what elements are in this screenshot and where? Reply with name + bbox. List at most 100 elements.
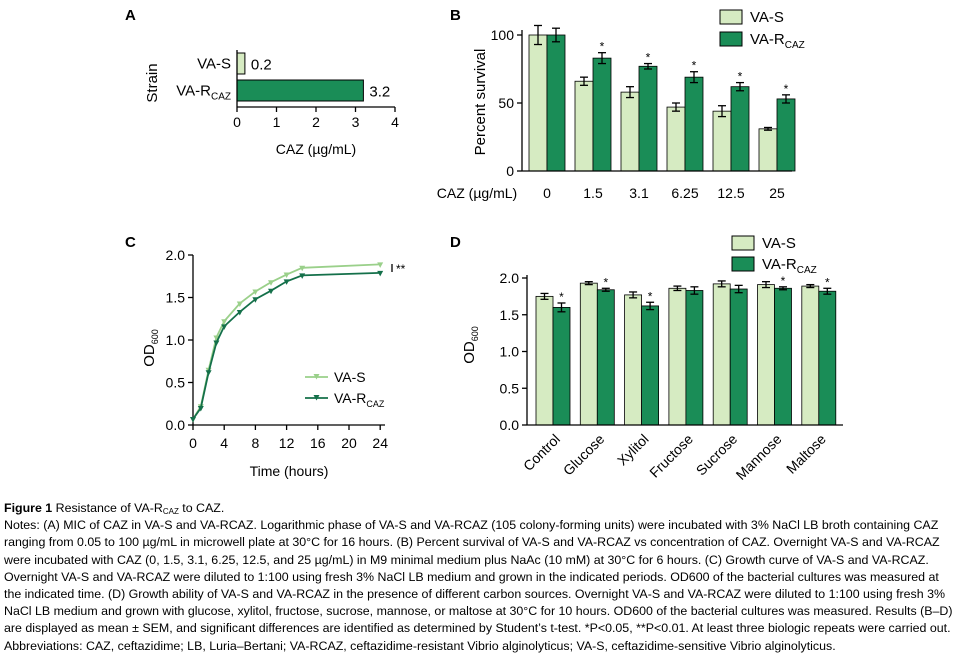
panel-b-category-label-1: 1.5	[583, 185, 603, 201]
panel-a-category-base-1: VA-R	[176, 83, 211, 100]
panel-d-bar-s1-c0	[552, 306, 571, 426]
panel-b-ytick-label-2: 100	[491, 27, 515, 43]
panel-a-value-label-1: 3.2	[369, 84, 390, 101]
panel-b-bar-s1-c3	[684, 76, 704, 172]
panel-c-xtick-label-0: 0	[189, 435, 197, 451]
panel-c-marker-s0-p9	[299, 265, 306, 272]
panel-c-marker-s1-p4	[221, 324, 228, 330]
panel-c-ticks: 0 4 8 12 16 20 24 0.0 0.5 1.0 1.5 2.0	[166, 247, 389, 451]
legend-d-vas-swatch	[731, 235, 755, 251]
panel-c-ytick-label-2: 1.0	[166, 332, 186, 348]
panel-a-category-base-0: VA-S	[197, 56, 231, 73]
panel-c-xlabel: Time (hours)	[250, 463, 329, 479]
panel-b-ylabel: Percent survival	[472, 49, 489, 156]
legend-c-vas-label: VA-S	[334, 369, 366, 385]
panel-b-bar-s0-c3	[666, 106, 686, 172]
panel-c-marker-s1-p3	[213, 340, 220, 347]
panel-c-annotation: **	[391, 262, 406, 276]
panel-c-ytick-label-4: 2.0	[166, 247, 186, 263]
panel-a-category-label-0: VA-S	[197, 56, 231, 73]
panel-a-ylabel: Strain	[144, 63, 161, 102]
panel-a-xtick-label-2: 2	[312, 114, 320, 130]
panel-d-category-label-3: Fructose	[646, 431, 696, 481]
panel-a-ticks: 0 1 2 3 4	[233, 107, 399, 130]
panel-b-category-label-3: 6.25	[671, 185, 698, 201]
panel-c: C OD600 0 4 8 12 16 20 24 0.0 0.5 1.0 1.5 2.0 Time …	[125, 234, 406, 479]
panel-c-legend: VA-S VA-RCAZ	[305, 369, 385, 409]
panel-d-ylabel: OD600	[461, 326, 480, 364]
caption-title-text: Resistance of VA-R	[55, 501, 163, 515]
panel-c-ylabel: OD600	[141, 329, 160, 367]
panel-b-label: B	[450, 7, 461, 24]
panel-d-bar-s0-c3	[668, 287, 687, 426]
panel-d-label: D	[450, 234, 461, 251]
panel-c-marker-s1-p2	[205, 370, 212, 376]
legend-b-vas-label: VA-S	[750, 9, 784, 26]
panel-c-marker-s1-p6	[252, 297, 259, 303]
legend-c-var-marker	[313, 395, 320, 401]
panel-c-xtick-label-6: 24	[372, 435, 388, 451]
legend-b-var-base: VA-R	[750, 31, 785, 48]
panel-c-xtick-label-2: 8	[252, 435, 260, 451]
legend-b-var-sub: CAZ	[785, 40, 805, 51]
caption-notes: Notes: (A) MIC of CAZ in VA-S and VA-RCA…	[4, 518, 953, 636]
panel-c-ylabel-sub: 600	[150, 329, 160, 344]
panel-b-significance-c2: *	[646, 51, 651, 65]
panel-d-significance-c1: *	[603, 275, 608, 289]
panel-c-ytick-label-0: 0.0	[166, 417, 186, 433]
panel-a-xlabel: CAZ (µg/mL)	[276, 141, 356, 157]
legend-d-var-label: VA-RCAZ	[762, 256, 817, 276]
panel-d-bar-s1-c1	[596, 289, 615, 426]
panel-b-bar-s0-c1	[574, 80, 594, 172]
panel-b-bar-s1-c0	[546, 34, 566, 172]
panel-d-ticks: 0.0 0.5 1.0 1.5 2.0	[500, 270, 527, 433]
panel-b-xlabel: CAZ (µg/mL)	[437, 185, 517, 201]
figure-caption: Figure 1 Resistance of VA-RCAZ to CAZ. N…	[4, 500, 954, 655]
panel-a-xtick-label-0: 0	[233, 114, 241, 130]
caption-abbreviations: Abbreviations: CAZ, ceftazidime; LB, Lur…	[4, 638, 836, 653]
panel-d-category-label-6: Maltose	[783, 431, 829, 477]
panel-c-marker-s1-p5	[236, 309, 243, 316]
panel-d-bar-s0-c6	[801, 285, 820, 426]
panel-b-bar-s1-c2	[638, 65, 658, 172]
caption-figure-number: Figure 1	[4, 501, 56, 515]
panel-c-marker-s1-p1	[197, 406, 204, 412]
panel-d-bar-s1-c6	[818, 290, 837, 426]
panel-b-bar-s1-c4	[730, 86, 750, 172]
panel-d-bar-s1-c4	[729, 288, 748, 426]
panel-d-bar-s1-c2	[641, 305, 659, 426]
panel-c-xtick-label-4: 16	[310, 435, 326, 451]
panel-b-significance-c1: *	[600, 40, 605, 54]
panel-b-bar-s0-c5	[758, 128, 778, 172]
panel-a: A Strain 0.2 VA-S 3.2 VA-RCAZ 0 1 2 3 4 CAZ (µg…	[125, 7, 399, 157]
panel-c-series	[190, 262, 384, 423]
panel-b-significance-c5: *	[784, 82, 789, 96]
panel-b-category-label-4: 12.5	[717, 185, 744, 201]
legend-c-var-base: VA-R	[334, 390, 366, 406]
panel-b-significance-c3: *	[692, 59, 697, 73]
legend-c-vas-marker	[313, 374, 320, 380]
legend-b-var-label: VA-RCAZ	[750, 31, 805, 51]
panel-d-category-label-2: Xylitol	[614, 431, 652, 469]
panel-c-marker-s0-p6	[252, 289, 259, 296]
panel-d-legend: VA-S VA-RCAZ	[731, 235, 817, 276]
panel-d-significance-c0: *	[559, 290, 564, 304]
panel-d-significance-c2: *	[648, 289, 653, 303]
panel-b-bar-s1-c5	[776, 98, 796, 172]
legend-d-var-sub: CAZ	[797, 265, 817, 276]
panel-b-ticks: 0 50 100	[491, 27, 522, 179]
panel-c-marker-s1-p0	[190, 417, 196, 423]
panel-a-xtick-label-3: 3	[352, 114, 360, 130]
panel-d-bar-s0-c1	[579, 282, 598, 426]
panel-b-bars: * * * * *	[528, 24, 796, 172]
panel-d-significance-c5: *	[781, 274, 786, 288]
panel-c-marker-s0-p4	[221, 319, 228, 325]
legend-b-vas-swatch	[719, 9, 743, 25]
panel-b-category-label-5: 25	[769, 185, 785, 201]
panel-d-bars: * * * * *	[535, 274, 837, 426]
panel-b-legend: VA-S VA-RCAZ	[719, 9, 805, 51]
panel-a-xtick-label-4: 4	[391, 114, 399, 130]
panel-c-ytick-label-3: 1.5	[166, 290, 186, 306]
caption-title: Figure 1 Resistance of VA-RCAZ to CAZ.	[4, 500, 954, 517]
